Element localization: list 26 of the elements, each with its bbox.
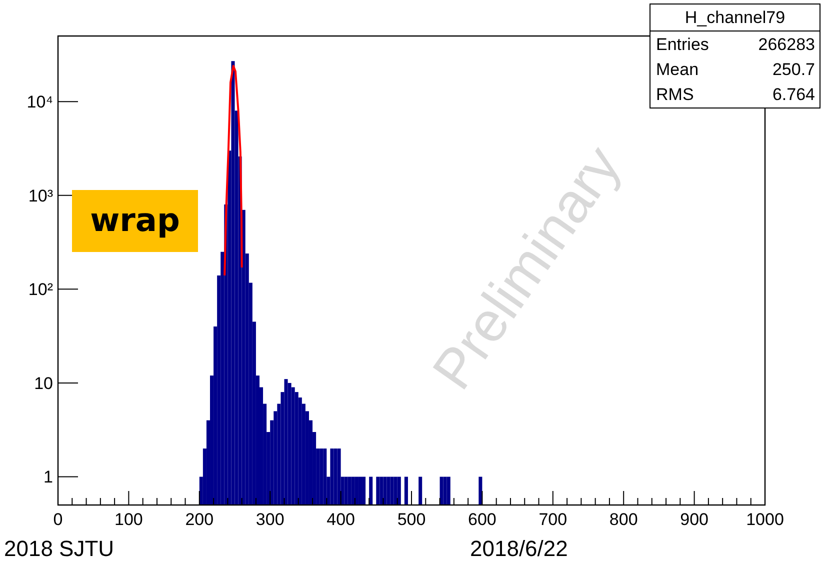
x-tick-label: 900 bbox=[680, 510, 708, 529]
x-tick-label: 300 bbox=[256, 510, 284, 529]
x-tick-label: 0 bbox=[53, 510, 63, 529]
annotation: Mean bbox=[656, 60, 699, 79]
x-tick-label: 500 bbox=[397, 510, 426, 529]
x-tick-label: 200 bbox=[185, 510, 214, 529]
x-tick-label: 400 bbox=[326, 510, 355, 529]
annotation: wrap bbox=[90, 200, 180, 239]
x-tick-label: 100 bbox=[114, 510, 143, 529]
text: 2018/6/22 bbox=[470, 536, 568, 561]
text: 2018 SJTU bbox=[4, 536, 114, 561]
text: 6.764 bbox=[772, 85, 815, 104]
x-tick-label: 600 bbox=[468, 510, 496, 529]
x-tick-label: 1000 bbox=[746, 510, 784, 529]
annotation: RMS bbox=[656, 85, 694, 104]
text: 250.7 bbox=[772, 60, 815, 79]
annotation: Entries bbox=[656, 35, 709, 54]
annotation: 266283 bbox=[758, 35, 815, 54]
y-tick-label: 10⁴ bbox=[26, 92, 53, 112]
y-tick-label: 10² bbox=[28, 280, 54, 300]
y-tick-label: 1 bbox=[44, 468, 53, 487]
text: H_channel79 bbox=[684, 8, 786, 27]
y-tick-label: 10 bbox=[34, 374, 53, 393]
y-tick-label: 10³ bbox=[28, 186, 54, 206]
x-tick-label: 700 bbox=[538, 510, 568, 529]
x-tick-label: 800 bbox=[609, 510, 638, 529]
